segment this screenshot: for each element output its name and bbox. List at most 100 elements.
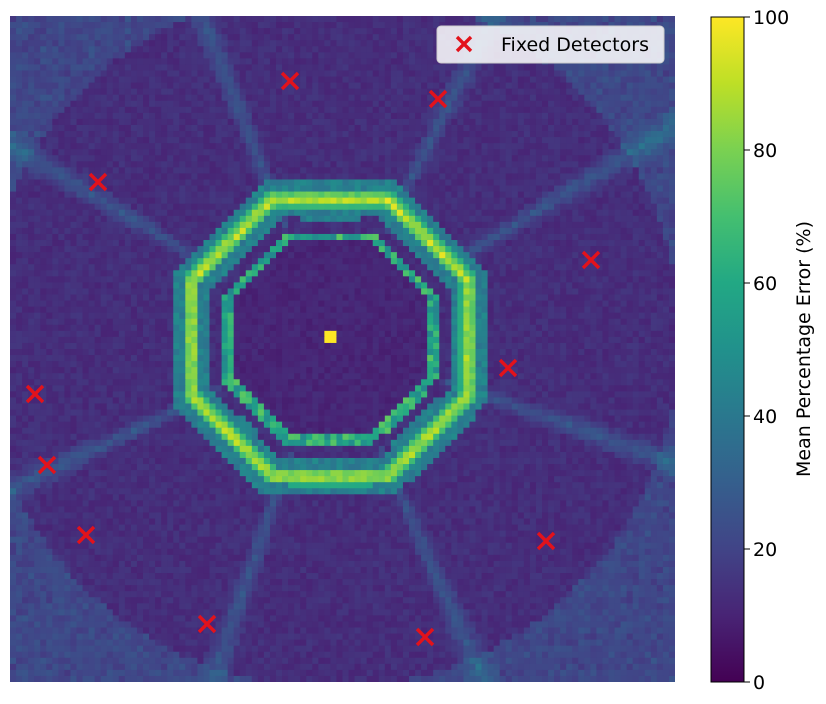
- heatmap-cell: [415, 52, 422, 59]
- heatmap-cell: [300, 209, 307, 217]
- heatmap-cell: [149, 252, 156, 259]
- heatmap-cell: [288, 264, 295, 271]
- heatmap-cell: [348, 149, 356, 156]
- heatmap-cell: [584, 106, 591, 114]
- heatmap-cell: [221, 161, 229, 168]
- heatmap-cell: [523, 155, 531, 162]
- heatmap-cell: [22, 149, 29, 156]
- heatmap-cell: [227, 258, 235, 265]
- heatmap-cell: [16, 28, 23, 35]
- heatmap-cell: [161, 94, 168, 102]
- heatmap-cell: [390, 161, 398, 168]
- heatmap-cell: [288, 131, 295, 138]
- heatmap-cell: [239, 100, 247, 108]
- heatmap-cell: [282, 46, 289, 53]
- heatmap-cell: [396, 173, 404, 181]
- heatmap-cell: [415, 215, 422, 223]
- heatmap-cell: [16, 167, 23, 175]
- heatmap-cell: [427, 58, 434, 66]
- heatmap-cell: [656, 94, 664, 102]
- heatmap-cell: [130, 124, 138, 132]
- heatmap-cell: [493, 276, 501, 283]
- heatmap-cell: [348, 221, 356, 229]
- heatmap-cell: [300, 46, 307, 53]
- heatmap-cell: [276, 76, 283, 84]
- heatmap-cell: [245, 233, 253, 241]
- heatmap-cell: [64, 46, 72, 53]
- heatmap-cell: [396, 258, 404, 265]
- heatmap-cell: [409, 28, 416, 35]
- heatmap-cell: [427, 82, 434, 90]
- heatmap-cell: [372, 46, 380, 53]
- heatmap-cell: [378, 209, 386, 217]
- heatmap-cell: [457, 70, 465, 78]
- heatmap-cell: [185, 246, 192, 253]
- heatmap-cell: [451, 246, 458, 253]
- heatmap-cell: [112, 161, 120, 168]
- heatmap-cell: [409, 264, 416, 271]
- heatmap-cell: [523, 100, 531, 108]
- heatmap-cell: [82, 276, 90, 283]
- heatmap-cell: [638, 221, 646, 229]
- heatmap-cell: [384, 34, 392, 41]
- heatmap-cell: [70, 40, 78, 47]
- heatmap-cell: [632, 106, 640, 114]
- heatmap-cell: [384, 40, 392, 47]
- heatmap-cell: [143, 46, 150, 53]
- heatmap-cell: [263, 258, 271, 265]
- heatmap-cell: [257, 131, 265, 138]
- heatmap-cell: [233, 270, 241, 277]
- heatmap-cell: [560, 64, 567, 72]
- heatmap-cell: [372, 76, 380, 84]
- heatmap-cell: [487, 131, 495, 138]
- heatmap-cell: [233, 197, 241, 205]
- heatmap-cell: [64, 70, 72, 78]
- heatmap-cell: [118, 227, 126, 235]
- heatmap-cell: [554, 197, 561, 205]
- heatmap-cell: [360, 203, 368, 211]
- heatmap-cell: [149, 112, 156, 120]
- heatmap-cell: [336, 240, 344, 247]
- heatmap-cell: [529, 197, 537, 205]
- heatmap-cell: [143, 197, 150, 205]
- heatmap-cell: [294, 191, 301, 199]
- heatmap-cell: [596, 209, 604, 217]
- heatmap-cell: [378, 58, 386, 66]
- heatmap-cell: [572, 258, 579, 265]
- heatmap-cell: [662, 161, 670, 168]
- heatmap-cell: [409, 70, 416, 78]
- heatmap-cell: [342, 137, 350, 144]
- heatmap-cell: [94, 64, 102, 72]
- heatmap-cell: [608, 64, 616, 72]
- heatmap-cell: [221, 167, 229, 175]
- heatmap-cell: [227, 40, 235, 47]
- heatmap-cell: [124, 270, 132, 277]
- heatmap-cell: [560, 270, 567, 277]
- heatmap-cell: [306, 191, 313, 199]
- heatmap-cell: [221, 252, 229, 259]
- heatmap-cell: [155, 264, 162, 271]
- heatmap-cell: [415, 22, 422, 29]
- heatmap-cell: [511, 155, 519, 162]
- heatmap-cell: [354, 46, 362, 53]
- heatmap-cell: [306, 76, 313, 84]
- heatmap-cell: [185, 203, 192, 211]
- heatmap-cell: [233, 106, 241, 114]
- heatmap-cell: [10, 227, 17, 235]
- heatmap-cell: [257, 143, 265, 150]
- heatmap-cell: [372, 124, 380, 132]
- heatmap-cell: [493, 197, 501, 205]
- heatmap-cell: [451, 70, 458, 78]
- heatmap-cell: [16, 82, 23, 90]
- heatmap-cell: [330, 64, 338, 72]
- heatmap-cell: [70, 137, 78, 144]
- heatmap-cell: [209, 161, 217, 168]
- heatmap-cell: [517, 173, 525, 181]
- heatmap-cell: [402, 22, 410, 29]
- heatmap-cell: [396, 161, 404, 168]
- heatmap-cell: [112, 106, 120, 114]
- heatmap-cell: [312, 22, 319, 29]
- heatmap-cell: [118, 118, 126, 126]
- heatmap-cell: [656, 185, 664, 193]
- heatmap-cell: [155, 240, 162, 247]
